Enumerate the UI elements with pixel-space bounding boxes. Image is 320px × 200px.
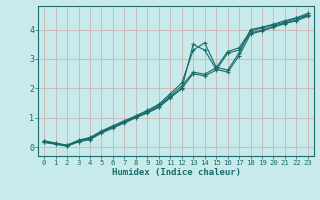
X-axis label: Humidex (Indice chaleur): Humidex (Indice chaleur) <box>111 168 241 177</box>
